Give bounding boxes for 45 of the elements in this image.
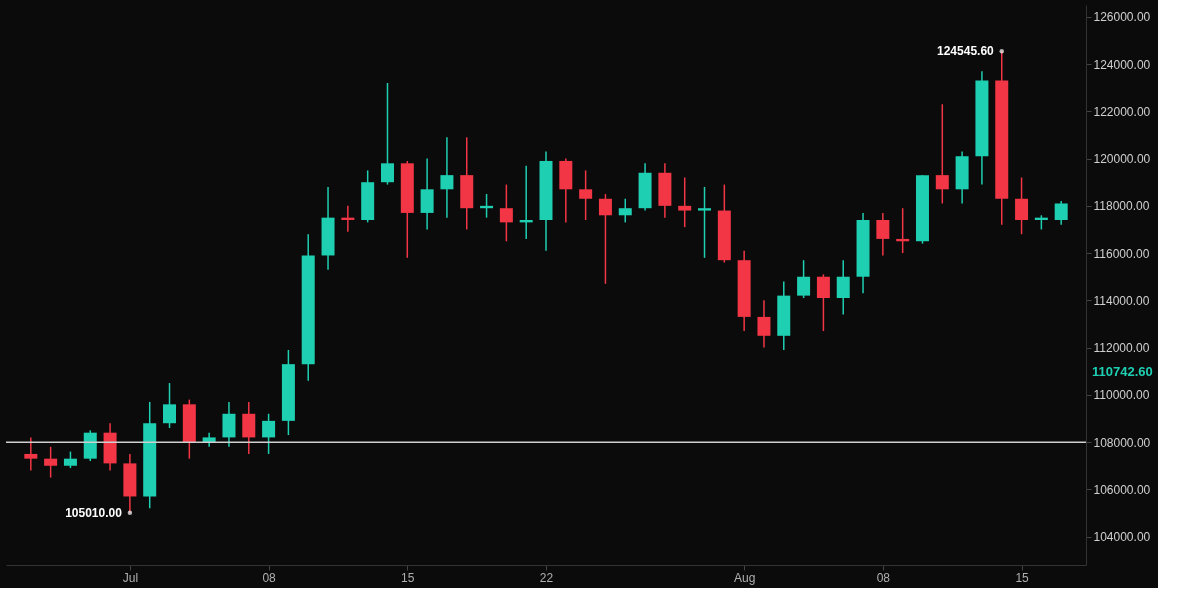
x-tick-label: Jul <box>122 570 139 585</box>
x-tick-label: 15 <box>1015 570 1030 585</box>
x-tick-label: 08 <box>876 570 891 585</box>
candlestick <box>816 273 830 332</box>
y-tick-label: 120000.00 <box>1093 152 1151 167</box>
candlestick <box>242 401 256 455</box>
candlestick <box>836 259 850 316</box>
y-tick-label: 106000.00 <box>1093 482 1151 497</box>
candlestick <box>598 193 612 285</box>
x-tick-label: 22 <box>539 570 554 585</box>
candlestick <box>499 183 513 243</box>
annotation: 124545.60 <box>937 44 995 59</box>
y-tick-label: 126000.00 <box>1093 10 1151 25</box>
y-tick-label: 108000.00 <box>1093 435 1151 450</box>
annotation: 105010.00 <box>65 505 123 520</box>
candlestick <box>24 436 38 472</box>
candlestick <box>1054 200 1068 226</box>
candlestick <box>222 401 236 448</box>
x-tick-label: 08 <box>262 570 277 585</box>
x-tick-label: 15 <box>401 570 415 585</box>
y-tick-label: 116000.00 <box>1093 246 1150 261</box>
candlestick <box>420 157 434 231</box>
candlestick <box>698 186 712 259</box>
x-tick-label: Aug <box>733 570 756 585</box>
candlestick <box>618 198 632 224</box>
candlestick <box>579 169 593 221</box>
candlestick <box>380 82 394 186</box>
candlestick <box>44 446 58 479</box>
candlestick <box>440 136 454 219</box>
y-tick-label: 104000.00 <box>1093 530 1151 545</box>
candlestick <box>757 299 771 349</box>
y-tick-label: 118000.00 <box>1093 199 1150 214</box>
candlestick <box>797 259 811 299</box>
y-tick-label: 114000.00 <box>1093 293 1150 308</box>
y-tick-label: 124000.00 <box>1093 57 1151 72</box>
candlestick <box>678 176 692 228</box>
candlestick <box>163 382 177 429</box>
candlestick <box>876 212 890 257</box>
text: 110742.60 <box>1092 363 1153 379</box>
candlestick <box>935 103 949 205</box>
y-tick-label: 122000.00 <box>1093 104 1151 119</box>
y-tick-label: 110000.00 <box>1093 388 1150 403</box>
y-tick-label: 112000.00 <box>1093 341 1150 356</box>
candlestick <box>262 413 276 455</box>
candlestick <box>1015 176 1029 235</box>
